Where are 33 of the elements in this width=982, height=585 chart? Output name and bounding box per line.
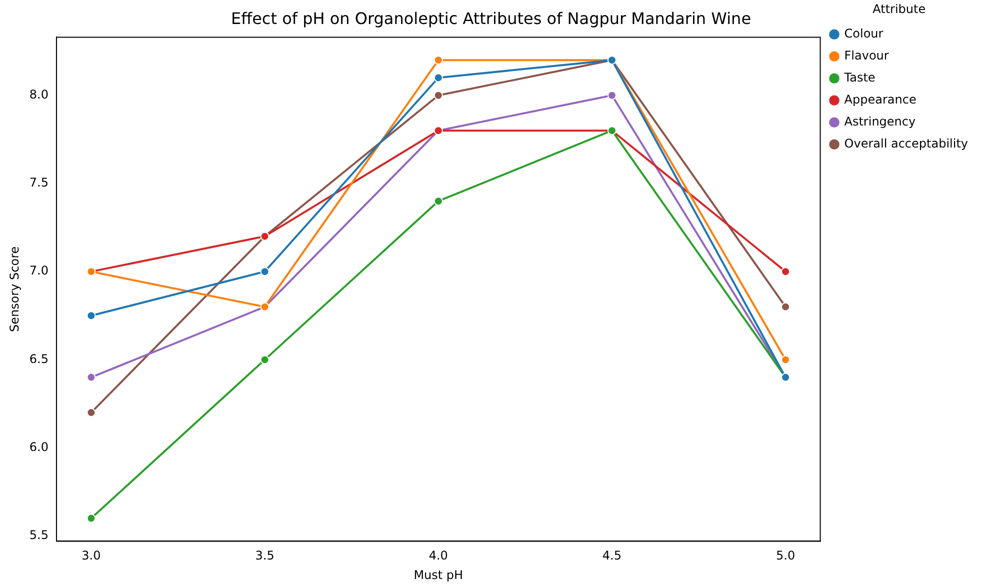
- point: [781, 267, 790, 276]
- y-tick-label: 6.5: [29, 352, 48, 366]
- x-tick-label: 3.0: [82, 548, 101, 563]
- legend-label: Astringency: [844, 114, 916, 129]
- point: [86, 311, 96, 320]
- x-tick-label: 4.0: [428, 548, 448, 563]
- point: [86, 514, 96, 523]
- x-axis-title: Must pH: [414, 568, 464, 582]
- legend-title: Attribute: [872, 2, 926, 16]
- point: [781, 355, 790, 364]
- legend-label: Colour: [844, 26, 884, 41]
- legend-label: Overall acceptability: [844, 136, 968, 151]
- y-tick-label: 8.0: [29, 87, 48, 102]
- point: [434, 73, 443, 82]
- legend-label: Flavour: [844, 48, 889, 63]
- point: [434, 90, 443, 100]
- y-tick-label: 7.5: [29, 176, 48, 190]
- y-tick-label: 5.5: [29, 528, 48, 542]
- point: [434, 56, 443, 65]
- chart-title: Effect of pH on Organoleptic Attributes of Nagpur Mandarin Wine: [230, 8, 752, 28]
- y-tick-label: 7.0: [29, 264, 48, 278]
- point: [434, 196, 443, 206]
- y-axis-title: Sensory Score: [7, 246, 22, 332]
- x-tick-label: 4.5: [602, 548, 622, 563]
- y-tick-label: 6.0: [29, 440, 48, 454]
- point: [607, 90, 616, 100]
- point: [260, 355, 270, 364]
- x-tick-label: 3.5: [255, 548, 274, 563]
- point: [260, 267, 270, 276]
- legend-label: Appearance: [844, 92, 916, 107]
- legend-label: Taste: [843, 70, 876, 85]
- point: [86, 372, 96, 382]
- x-tick-label: 5.0: [776, 548, 796, 563]
